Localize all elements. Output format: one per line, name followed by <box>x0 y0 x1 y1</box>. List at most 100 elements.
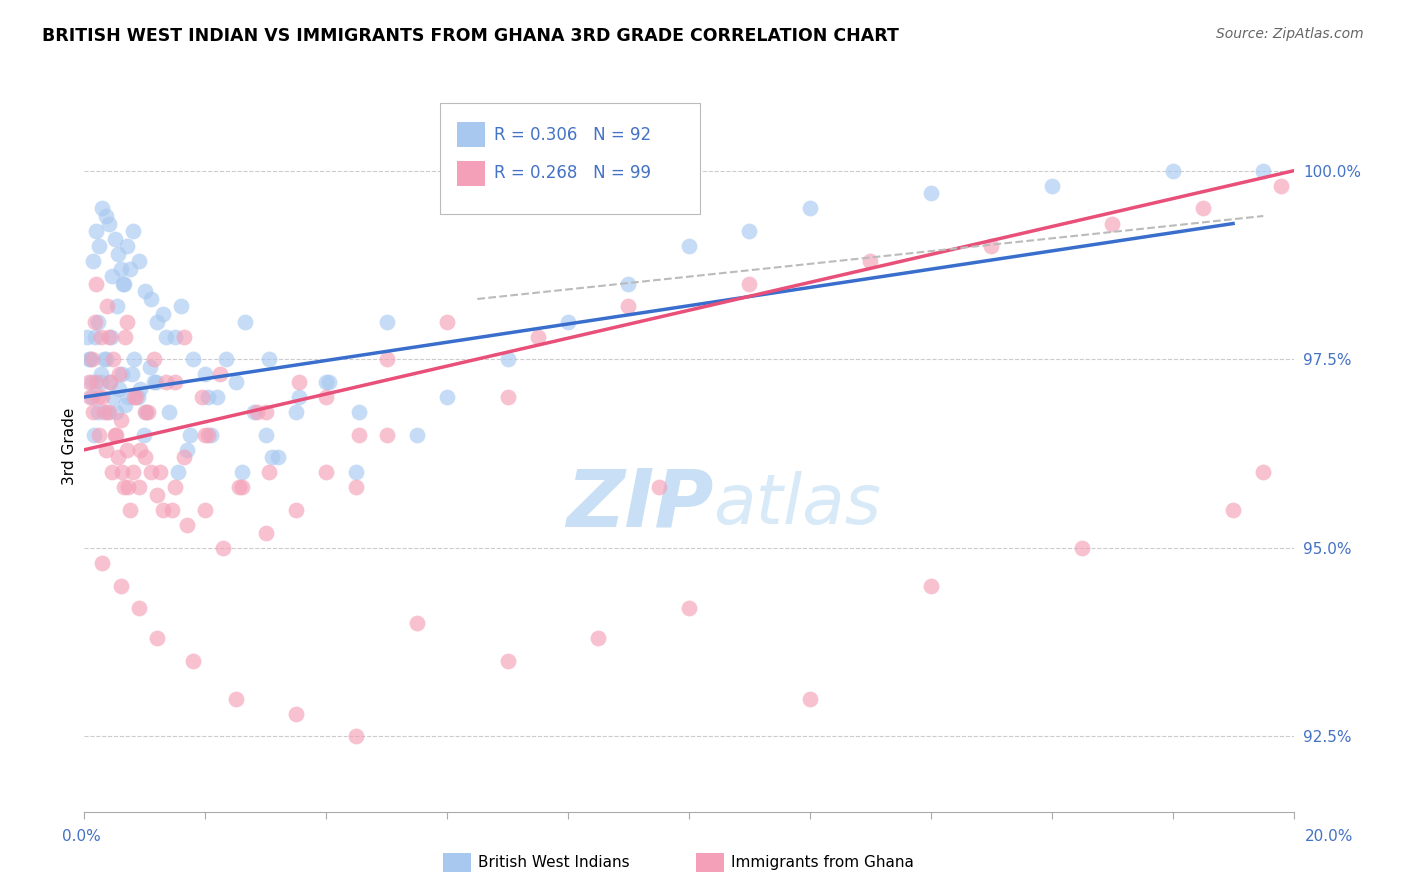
Point <box>94 442 117 457</box>
Point <box>1270 178 1292 193</box>
Point <box>194 368 217 382</box>
Point <box>82 405 104 419</box>
Point <box>267 450 290 465</box>
Point <box>127 390 149 404</box>
Point <box>157 405 180 419</box>
Point <box>80 352 103 367</box>
Point <box>181 352 204 367</box>
Point <box>375 315 398 329</box>
Point <box>86 224 108 238</box>
Point <box>349 405 371 419</box>
Point <box>142 352 165 367</box>
Point <box>197 427 219 442</box>
Point <box>91 202 114 216</box>
Point <box>588 632 610 646</box>
Point <box>134 405 156 419</box>
Point <box>115 315 138 329</box>
Point <box>79 352 101 367</box>
Point <box>111 368 134 382</box>
Point <box>436 390 458 404</box>
Point <box>112 277 135 291</box>
Point <box>93 352 115 367</box>
Point <box>98 375 121 389</box>
Point <box>122 390 145 404</box>
Point <box>129 442 152 457</box>
Point <box>191 390 214 404</box>
Point <box>980 239 1002 253</box>
Point <box>197 390 219 404</box>
Point <box>246 405 269 419</box>
Text: Source: ZipAtlas.com: Source: ZipAtlas.com <box>1216 27 1364 41</box>
Point <box>104 427 127 442</box>
Point <box>678 239 700 253</box>
Point <box>89 427 111 442</box>
Point <box>94 209 117 223</box>
Point <box>108 368 131 382</box>
Point <box>90 329 112 343</box>
Point <box>83 427 105 442</box>
Point <box>128 601 150 615</box>
Point <box>86 315 108 329</box>
Point <box>167 466 190 480</box>
Point <box>346 480 368 494</box>
Point <box>170 300 193 314</box>
Point <box>135 405 157 419</box>
Point <box>111 466 134 480</box>
Point <box>288 390 311 404</box>
Point <box>176 518 198 533</box>
Point <box>96 300 118 314</box>
Point <box>288 375 311 389</box>
Point <box>920 186 942 201</box>
Point <box>115 442 138 457</box>
Point <box>285 706 308 721</box>
Point <box>179 427 201 442</box>
Point <box>100 466 122 480</box>
Point <box>315 390 337 404</box>
Point <box>1161 163 1184 178</box>
Point <box>738 277 761 291</box>
Point <box>678 601 700 615</box>
Point <box>254 405 277 419</box>
Point <box>799 202 821 216</box>
Point <box>107 246 129 260</box>
Point <box>212 541 235 555</box>
Text: BRITISH WEST INDIAN VS IMMIGRANTS FROM GHANA 3RD GRADE CORRELATION CHART: BRITISH WEST INDIAN VS IMMIGRANTS FROM G… <box>42 27 898 45</box>
Text: R = 0.306   N = 92: R = 0.306 N = 92 <box>494 126 651 144</box>
Point <box>149 466 172 480</box>
Point <box>103 390 125 404</box>
Text: 20.0%: 20.0% <box>1305 830 1353 844</box>
Point <box>86 390 108 404</box>
Point <box>98 375 121 389</box>
Point <box>91 390 114 404</box>
Point <box>233 315 256 329</box>
Y-axis label: 3rd Grade: 3rd Grade <box>62 408 77 484</box>
Point <box>181 654 204 668</box>
Point <box>90 368 112 382</box>
Point <box>375 427 398 442</box>
Point <box>346 466 368 480</box>
Point <box>496 390 519 404</box>
Point <box>165 480 187 494</box>
Point <box>97 217 120 231</box>
Point <box>121 224 143 238</box>
Point <box>617 277 640 291</box>
Point <box>79 390 101 404</box>
Point <box>254 427 277 442</box>
Point <box>648 480 671 494</box>
Point <box>231 466 253 480</box>
Point <box>231 480 253 494</box>
Point <box>225 375 247 389</box>
Point <box>112 277 135 291</box>
Point <box>121 368 143 382</box>
Point <box>80 390 103 404</box>
Text: atlas: atlas <box>713 471 882 538</box>
Point <box>118 503 141 517</box>
Point <box>617 300 640 314</box>
Point <box>139 292 162 306</box>
Point <box>160 503 183 517</box>
Point <box>94 352 117 367</box>
Point <box>128 254 150 268</box>
Point <box>254 525 277 540</box>
Point <box>100 329 122 343</box>
Point <box>76 329 98 343</box>
